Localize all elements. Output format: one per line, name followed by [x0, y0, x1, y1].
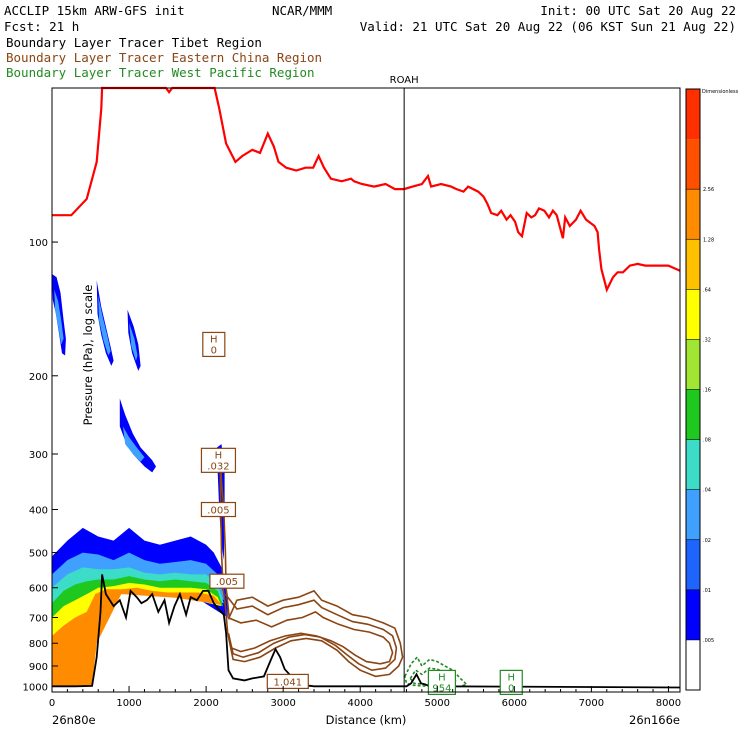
x-tick-label: 2000: [193, 698, 218, 709]
x-tick-label: 4000: [347, 698, 372, 709]
hi-lo-box-value: 0: [211, 345, 217, 356]
tracer-band-7: [54, 289, 64, 345]
hi-lo-box-letter: H: [438, 672, 446, 683]
colorbar-swatch: [686, 189, 700, 240]
hi-lo-box-value: .032: [207, 461, 229, 472]
tracer-band-9: [98, 295, 111, 356]
hi-lo-box-value: 0: [508, 683, 514, 694]
x-tick-label: 7000: [579, 698, 604, 709]
colorbar-swatch: [686, 89, 700, 140]
x-tick-label: 5000: [425, 698, 450, 709]
y-tick-label: 900: [29, 662, 48, 673]
colorbar-label: 2.56: [703, 187, 714, 193]
east-china-contour-0: [219, 453, 404, 678]
x-tick-label: 8000: [656, 698, 681, 709]
east-china-contour-1: [224, 593, 398, 672]
hi-lo-box-letter: H: [215, 450, 223, 461]
y-tick-label: 400: [29, 506, 48, 517]
hi-lo-box-value: 1.041: [273, 677, 302, 688]
east-china-contour-2: [227, 610, 394, 665]
y-tick-label: 800: [29, 639, 48, 650]
colorbar-swatch: [686, 489, 700, 540]
colorbar-swatch: [686, 389, 700, 440]
colorbar-title: Dimensionless: [702, 89, 739, 95]
header-tracer-west-pacific: Boundary Layer Tracer West Pacific Regio…: [6, 65, 315, 80]
header-init: Init: 00 UTC Sat 20 Aug 22: [540, 3, 736, 18]
header-fcst: Fcst: 21 h: [4, 19, 79, 34]
colorbar-swatch: [686, 139, 700, 190]
colorbar-label: .005: [703, 638, 714, 644]
y-tick-label: 200: [29, 372, 48, 383]
tracer-band-5: [52, 587, 222, 687]
colorbar-swatch: [686, 589, 700, 640]
tracer-band-8: [96, 280, 114, 366]
hi-lo-box-value: 954: [432, 683, 451, 694]
y-tick-label: 300: [29, 450, 48, 461]
colorbar: .005 .01 .02 .04 .08 .16 .32 .64 1.28 2.56 Dimensi…: [685, 88, 739, 691]
tropopause-line: [52, 86, 681, 293]
hi-lo-box-value: .005: [207, 506, 229, 517]
hi-lo-box-letter: H: [210, 334, 218, 345]
x-axis-label: Distance (km): [326, 713, 407, 727]
colorbar-label: .32: [703, 337, 711, 343]
colorbar-swatch: [686, 439, 700, 490]
y-tick-label: 100: [29, 238, 48, 249]
tracer-contours: [219, 453, 469, 688]
colorbar-label: .01: [703, 588, 711, 594]
left-end-label: 26n80e: [52, 713, 96, 727]
colorbar-swatch: [686, 639, 700, 690]
colorbar-swatch: [686, 339, 700, 390]
plot-frame: [51, 87, 681, 693]
hi-lo-box-6: H0: [499, 669, 523, 695]
colorbar-label: .08: [703, 438, 711, 444]
y-tick-label: 500: [29, 549, 48, 560]
hi-lo-box-2: .005: [200, 501, 237, 518]
roah-marker: ROAH: [390, 75, 419, 692]
colorbar-label: .64: [703, 287, 711, 293]
header-model: ACCLIP 15km ARW-GFS init: [4, 3, 185, 18]
y-tick-label: 700: [29, 613, 48, 624]
x-tick-label: 3000: [270, 698, 295, 709]
colorbar-label: .16: [703, 388, 711, 394]
hi-lo-box-value: .005: [216, 577, 238, 588]
y-tick-label: 600: [29, 584, 48, 595]
y-axis: 100 200 300 400 500 600 700 800 900 1000: [23, 238, 58, 693]
colorbar-swatch: [686, 539, 700, 590]
colorbar-label: .02: [703, 538, 711, 544]
header-valid: Valid: 21 UTC Sat 20 Aug 22 (06 KST Sun …: [360, 19, 736, 34]
tracer-band-13: [122, 426, 145, 462]
hi-lo-box-1: H.032: [200, 447, 237, 473]
y-tick-label: 1000: [23, 682, 48, 693]
header-org: NCAR/MMM: [272, 3, 332, 18]
x-tick-label: 6000: [502, 698, 527, 709]
x-axis: 0 1000 2000 3000 4000 5000 6000 7000 8000: [49, 686, 681, 709]
colorbar-swatch: [686, 239, 700, 290]
header-tracer-east-china: Boundary Layer Tracer Eastern China Regi…: [6, 50, 322, 65]
tracer-shading: [52, 274, 228, 687]
colorbar-label: .04: [703, 488, 711, 494]
hi-lo-box-4: 1.041: [266, 673, 309, 690]
hi-lo-box-letter: H: [507, 672, 515, 683]
colorbar-swatch: [686, 289, 700, 340]
y-axis-label: Pressure (hPa), log scale: [81, 285, 95, 426]
x-tick-label: 0: [49, 698, 55, 709]
colorbar-label: 1.28: [703, 237, 714, 243]
profile-lines: [52, 86, 681, 689]
header-tracer-tibet: Boundary Layer Tracer Tibet Region: [6, 35, 262, 50]
tracer-band-11: [129, 322, 138, 361]
marker-label: ROAH: [390, 75, 419, 86]
hi-lo-box-0: H0: [202, 331, 226, 358]
x-tick-label: 1000: [116, 698, 141, 709]
right-end-label: 26n166e: [629, 713, 680, 727]
hi-lo-box-3: .005: [209, 573, 245, 589]
